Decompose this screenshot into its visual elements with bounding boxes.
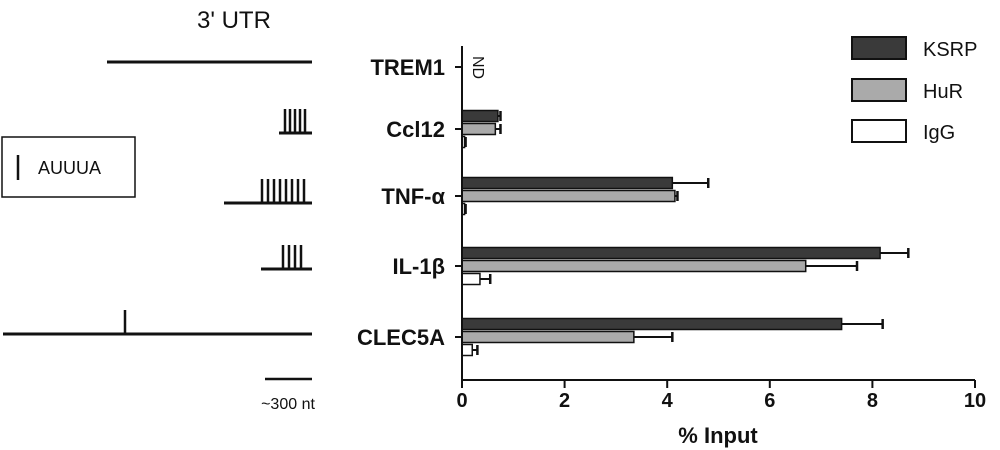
bar-igg-il-1 (461, 272, 481, 286)
bar-ksrp-clec5a (461, 317, 843, 331)
bar-series: ND (461, 56, 910, 357)
x-axis: 0 2 4 6 8 10 (456, 46, 986, 412)
bar-hur-ccl12 (461, 122, 497, 136)
bar-chart: ND TREM1 Ccl12 TNF-α IL-1β CLEC5A 0 2 4 6 8 10 % … (357, 36, 986, 448)
legend-swatch-hur (851, 78, 907, 102)
utr-schematic-panel: 3' UTR AUUUA ~300 nt (1, 7, 315, 413)
bar-hur-il-1 (461, 259, 807, 273)
motif-key-box: AUUUA (1, 136, 136, 198)
bar-ksrp-ccl12 (461, 109, 499, 123)
bar-hur-clec5a (461, 330, 635, 344)
x-tick-label-0: 0 (456, 390, 467, 412)
category-label-clec5a: CLEC5A (357, 325, 445, 350)
utr-panel-title: 3' UTR (197, 7, 271, 34)
x-tick-label-4: 4 (662, 390, 674, 412)
motif-key-label: AUUUA (38, 158, 101, 178)
category-label-tnf: TNF-α (381, 184, 445, 209)
motif-key-frame (1, 136, 136, 198)
category-label-trem1: TREM1 (370, 55, 445, 80)
category-label-il-1: IL-1β (392, 254, 445, 279)
x-axis-title: % Input (678, 423, 758, 448)
scale-bar: ~300 nt (261, 377, 315, 413)
scale-bar-label: ~300 nt (261, 396, 315, 413)
legend-label-ksrp: KSRP (923, 39, 977, 61)
category-label-ccl12: Ccl12 (386, 117, 445, 142)
annotation-nd: ND (469, 56, 486, 79)
bar-hur-tnf (461, 189, 676, 203)
x-tick-label-6: 6 (764, 390, 775, 412)
x-ticks: 0 2 4 6 8 10 (456, 380, 986, 412)
legend-label-hur: HuR (923, 81, 963, 103)
bar-igg-clec5a (461, 343, 474, 357)
legend-label-igg: IgG (923, 122, 955, 144)
legend: KSRP HuR IgG (851, 36, 977, 144)
legend-swatch-ksrp (851, 36, 907, 60)
bar-ksrp-tnf (461, 176, 674, 190)
legend-swatch-igg (851, 119, 907, 143)
x-tick-label-10: 10 (964, 390, 986, 412)
x-tick-label-2: 2 (559, 390, 570, 412)
utr-lines (3, 60, 312, 336)
category-labels: TREM1 Ccl12 TNF-α IL-1β CLEC5A (357, 55, 462, 350)
x-tick-label-8: 8 (867, 390, 878, 412)
bar-ksrp-il-1 (461, 246, 881, 260)
